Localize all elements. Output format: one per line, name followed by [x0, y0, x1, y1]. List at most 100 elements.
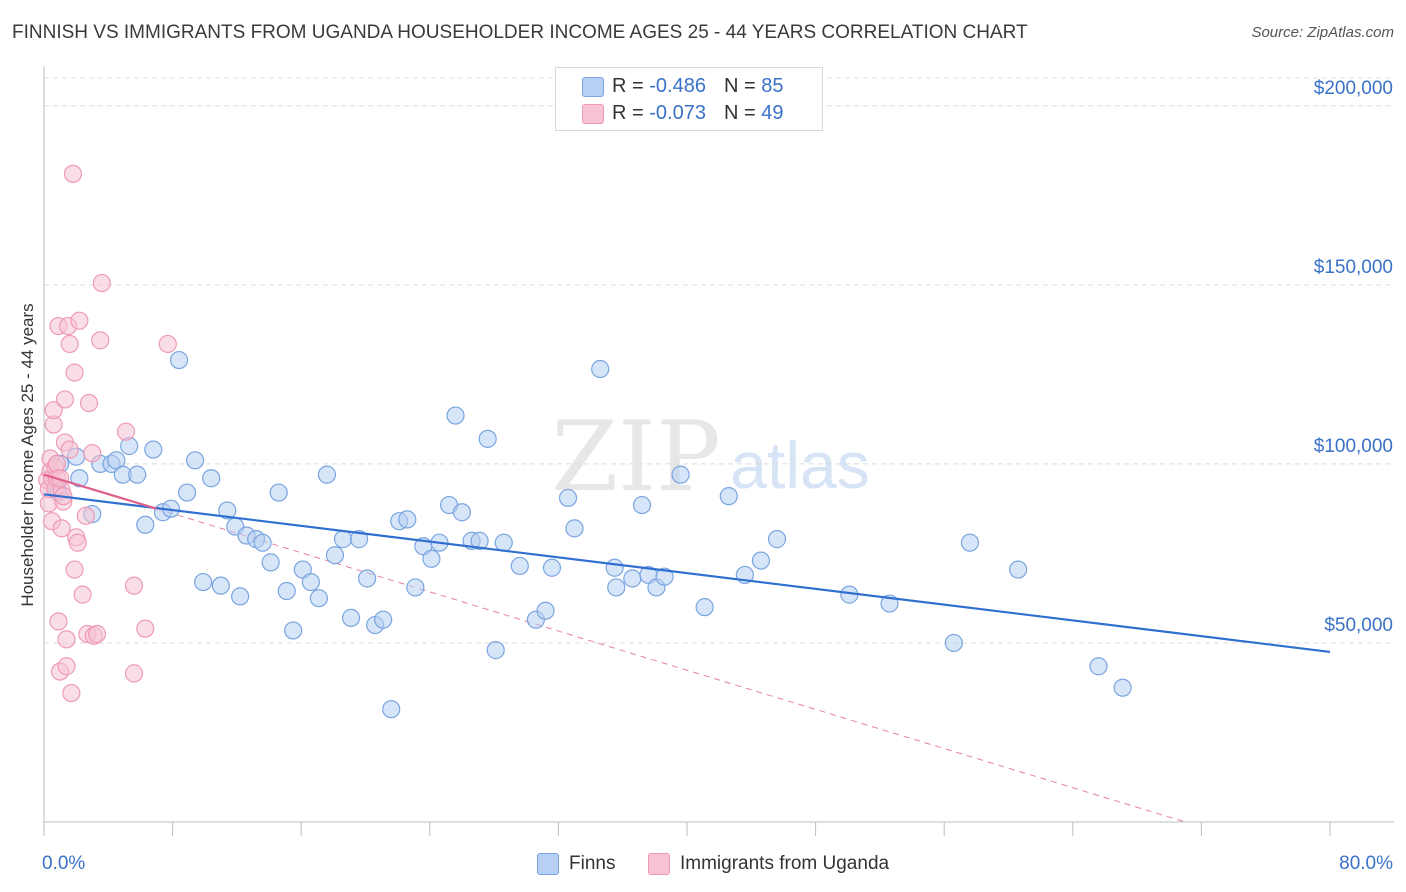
trend-lines-finns — [43, 473, 1331, 653]
finns-point-33 — [301, 572, 320, 592]
finns-point-17 — [177, 483, 197, 502]
finns-point-80 — [944, 633, 963, 653]
finns-point-58 — [510, 556, 529, 576]
finns-point-29 — [269, 483, 288, 502]
uganda-point-27 — [65, 363, 84, 382]
finns-point-57 — [494, 533, 513, 552]
finns-point-16 — [169, 350, 189, 370]
finns-point-34 — [309, 589, 328, 608]
finns-point-21 — [211, 576, 230, 595]
finns-point-61 — [542, 558, 562, 577]
uganda-legend-icon — [648, 853, 670, 875]
finns-point-52 — [452, 503, 472, 522]
finns-point-64 — [591, 359, 610, 379]
finns-point-71 — [655, 567, 674, 586]
uganda-point-25 — [62, 683, 81, 703]
finns-point-18 — [186, 451, 205, 470]
finns-point-65 — [605, 558, 624, 577]
finns-point-43 — [382, 700, 401, 719]
finns-point-40 — [358, 569, 377, 588]
finns-point-46 — [406, 578, 425, 597]
watermark-zip: ZIP — [551, 401, 720, 513]
uganda-trend-extension — [156, 508, 1186, 823]
finns-point-19 — [194, 572, 213, 592]
finns-point-68 — [632, 495, 652, 515]
uganda-point-47 — [50, 469, 70, 488]
finns-point-62 — [558, 488, 578, 508]
uganda-point-20 — [57, 630, 76, 649]
finns-point-30 — [277, 581, 296, 601]
uganda-point-45 — [158, 334, 177, 354]
finns-point-63 — [565, 519, 584, 538]
uganda-point-36 — [83, 444, 102, 463]
finns-point-12 — [136, 515, 155, 534]
x-tick-label-max: 80.0% — [1339, 853, 1393, 874]
finns-point-13 — [144, 440, 163, 459]
finns-point-83 — [1089, 657, 1108, 676]
finns-point-72 — [671, 465, 690, 484]
uganda-point-44 — [136, 619, 155, 638]
finns-point-39 — [349, 530, 369, 549]
uganda-point-19 — [55, 390, 74, 409]
finns-point-81 — [960, 533, 980, 552]
uganda-point-21 — [57, 657, 76, 676]
gridlines — [44, 77, 1394, 644]
uganda-point-33 — [76, 506, 95, 525]
uganda-point-30 — [68, 533, 87, 552]
finns-point-76 — [751, 551, 771, 570]
finns-point-37 — [333, 530, 353, 549]
uganda-point-26 — [63, 164, 83, 183]
finns-point-82 — [1009, 560, 1028, 579]
finns-point-56 — [486, 641, 505, 660]
finns-point-74 — [719, 487, 738, 506]
y-tick-label-1: $100,000 — [1314, 436, 1393, 457]
finns-point-54 — [470, 531, 489, 550]
y-tick-label-3: $200,000 — [1314, 78, 1393, 99]
watermark: ZIP atlas — [551, 401, 869, 513]
finns-point-36 — [325, 546, 345, 565]
finns-point-73 — [695, 598, 714, 617]
finns-point-35 — [317, 465, 337, 484]
uganda-swatch-icon — [582, 104, 604, 124]
trend-lines-uganda — [156, 508, 1186, 823]
uganda-point-35 — [79, 393, 99, 413]
legend-label-uganda: Immigrants from Uganda — [680, 853, 890, 874]
finns-point-20 — [202, 469, 221, 488]
finns-point-4 — [70, 469, 89, 488]
uganda-point-42 — [124, 576, 144, 595]
tick-labels: $50,000 $100,000 $150,000 $200,000 0.0% 80.0% — [42, 78, 1393, 874]
uganda-point-43 — [124, 664, 144, 683]
finns-point-24 — [231, 587, 250, 606]
finns-point-55 — [478, 429, 497, 448]
uganda-point-31 — [70, 311, 89, 330]
uganda-point-24 — [60, 440, 79, 459]
finns-point-11 — [128, 465, 147, 484]
uganda-point-40 — [92, 273, 111, 293]
finns-point-48 — [422, 549, 441, 568]
finns-trend-line — [43, 493, 1331, 653]
finns-point-31 — [284, 621, 303, 640]
uganda-point-41 — [116, 422, 136, 441]
finns-point-28 — [261, 553, 280, 572]
finns-point-77 — [767, 530, 787, 549]
uganda-trend-line — [43, 473, 157, 510]
legend-stats-finns: R = -0.486 N = 85 — [612, 75, 784, 97]
watermark-atlas: atlas — [730, 428, 869, 502]
chart-title: FINNISH VS IMMIGRANTS FROM UGANDA HOUSEH… — [12, 22, 1028, 43]
legend-stats-uganda: R = -0.073 N = 49 — [612, 102, 784, 124]
finns-point-38 — [341, 608, 361, 627]
uganda-point-32 — [73, 585, 92, 604]
finns-point-67 — [623, 569, 642, 588]
uganda-point-38 — [87, 624, 107, 644]
y-tick-label-0: $50,000 — [1324, 615, 1393, 636]
uganda-point-8 — [44, 401, 63, 420]
y-tick-label-2: $150,000 — [1314, 257, 1393, 278]
finns-swatch-icon — [582, 77, 604, 97]
finns-point-22 — [218, 501, 237, 520]
finns-point-60 — [536, 601, 555, 620]
finns-points — [47, 350, 1132, 719]
source-label: Source: ZipAtlas.com — [1251, 24, 1394, 41]
finns-point-66 — [607, 578, 626, 597]
axes — [43, 66, 1394, 836]
